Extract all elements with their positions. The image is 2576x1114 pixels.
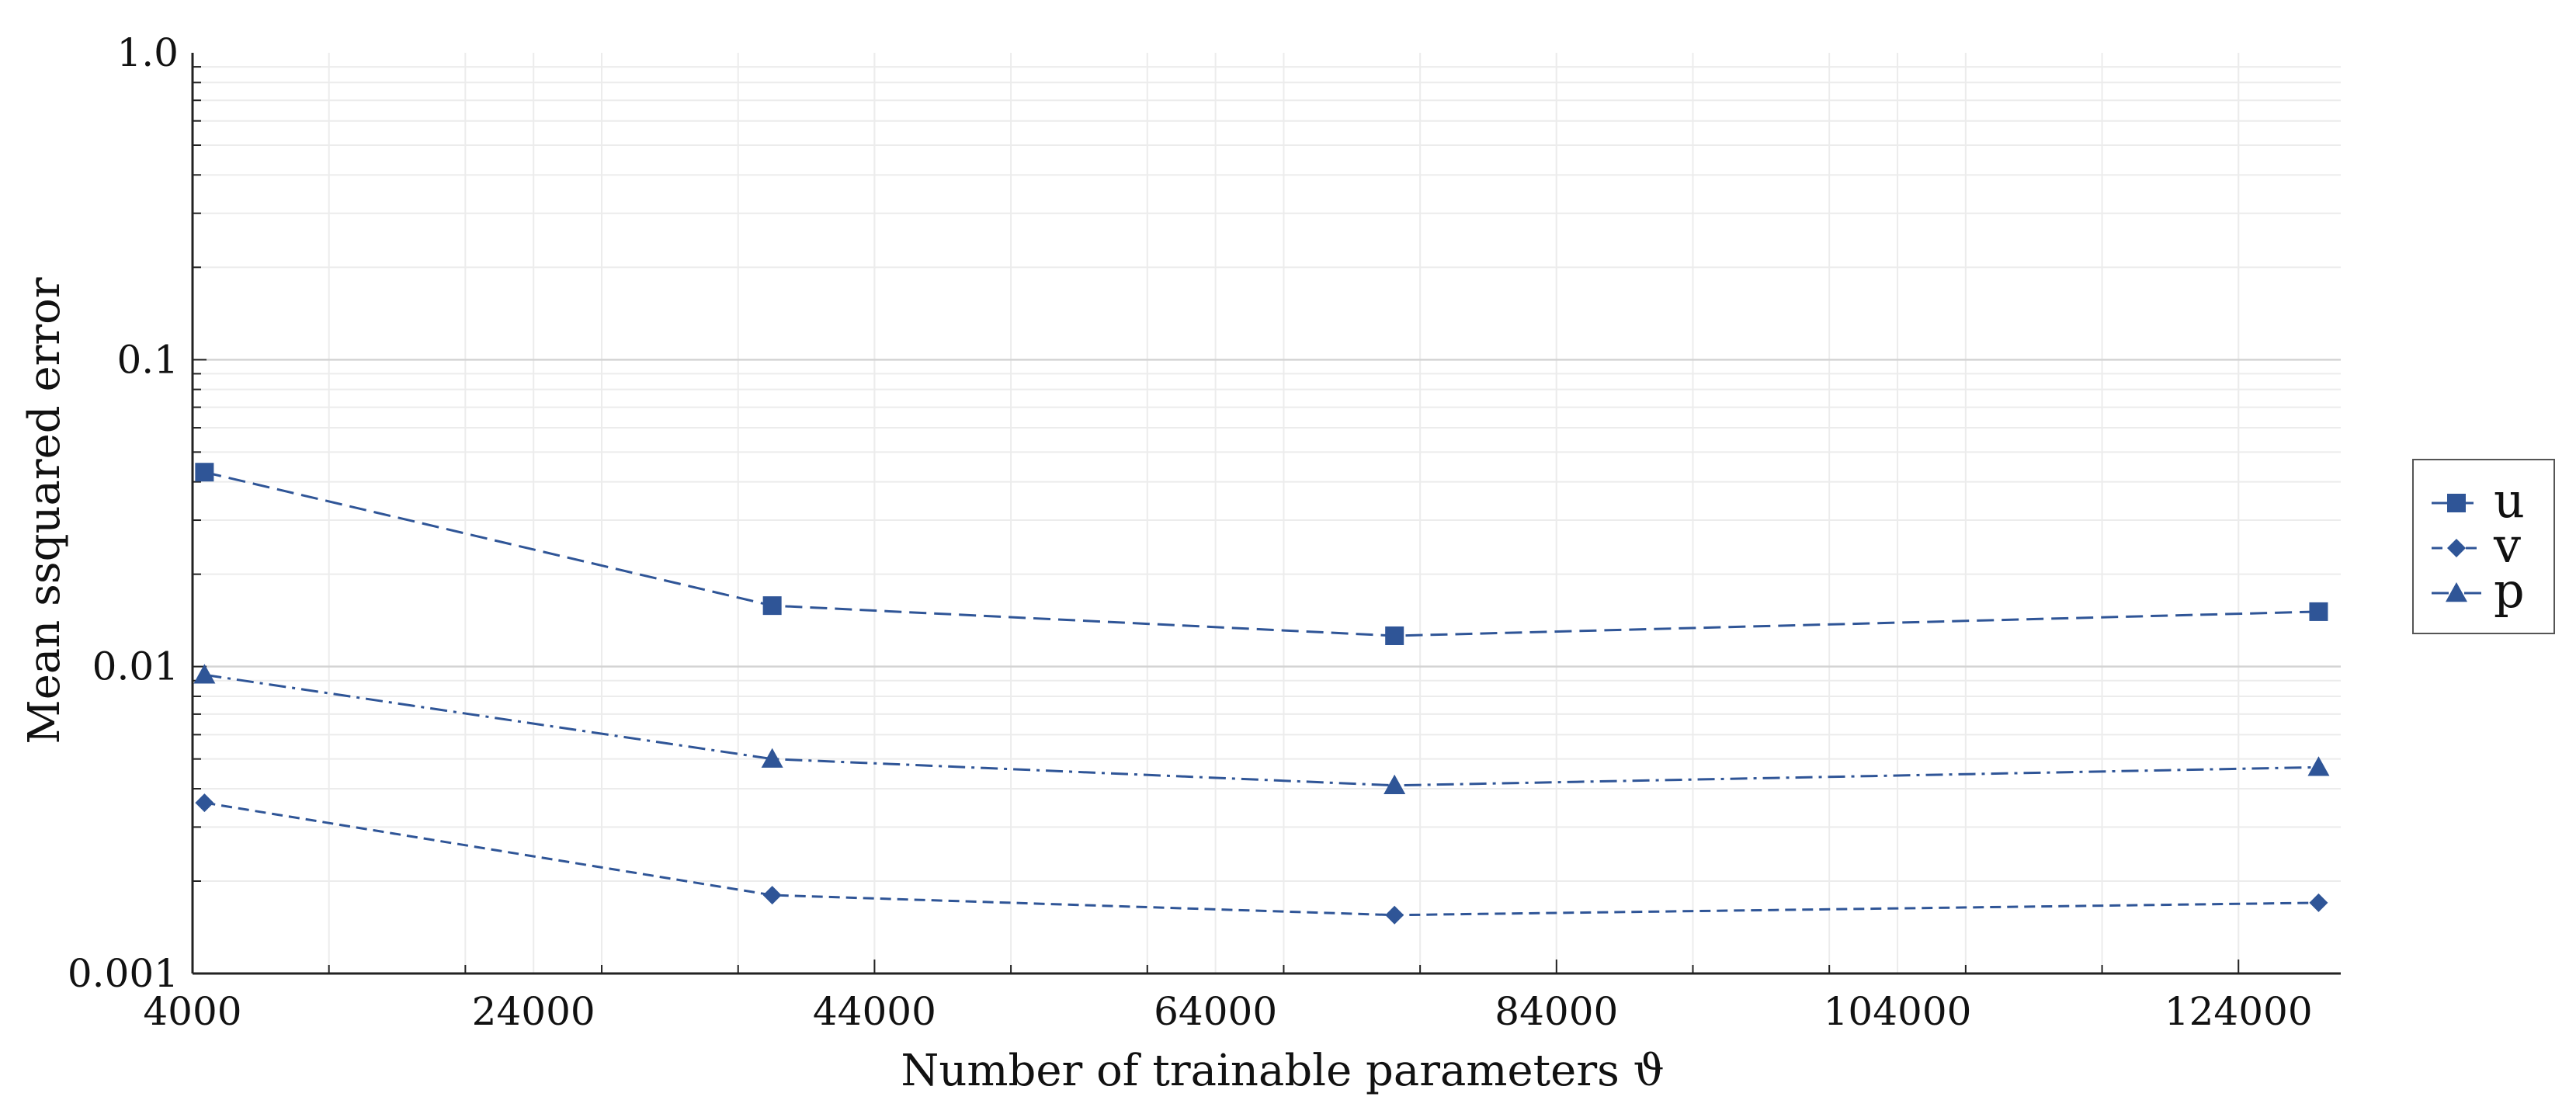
data-point-u: [762, 596, 782, 616]
y-tick-label: 1.0: [116, 30, 179, 75]
legend: uvp: [2412, 459, 2555, 634]
legend-entries: uvp: [2432, 472, 2525, 619]
axes: [191, 53, 2341, 975]
legend-item-v: v: [2432, 517, 2521, 574]
x-tick-label: 4000: [143, 989, 241, 1034]
legend-label-v: v: [2493, 517, 2521, 574]
x-tick-label: 24000: [472, 989, 595, 1034]
series-v: [195, 793, 2328, 925]
legend-label-p: p: [2494, 562, 2525, 619]
series-u: [195, 463, 2328, 645]
series-line-u: [204, 470, 2319, 637]
x-axis-label: Number of trainable parameters ϑ: [901, 1046, 1664, 1096]
data-point-p: [1383, 774, 1406, 794]
data-point-v: [2309, 893, 2328, 912]
y-axis-label: Mean ssquared error: [19, 277, 70, 744]
y-tick-label: 0.01: [92, 644, 179, 689]
legend-item-p: p: [2432, 562, 2525, 619]
legend-item-u: u: [2432, 472, 2525, 529]
series-line-p: [204, 673, 2319, 787]
tick-labels: 4000 24000 44000 64000 84000 104000 124000 0.00…: [68, 30, 2313, 1034]
data-point-p: [2307, 756, 2330, 776]
x-tick-label: 44000: [813, 989, 936, 1034]
data-point-p: [761, 748, 783, 768]
x-tick-label: 64000: [1154, 989, 1277, 1034]
series-p: [193, 664, 2330, 794]
legend-label-u: u: [2494, 472, 2525, 529]
x-tick-label: 104000: [1824, 989, 1972, 1034]
legend-marker-u: [2447, 494, 2466, 512]
legend-marker-v: [2447, 539, 2466, 557]
data-point-p: [193, 664, 216, 684]
data-point-v: [1385, 905, 1404, 925]
series-layer: [193, 463, 2330, 925]
data-point-u: [195, 463, 214, 482]
x-tick-label: 84000: [1495, 989, 1618, 1034]
grid: [192, 53, 2341, 975]
data-point-v: [195, 793, 214, 813]
y-tick-label: 0.001: [68, 951, 179, 996]
series-line-v: [204, 801, 2319, 917]
data-point-v: [762, 886, 782, 905]
x-tick-label: 124000: [2165, 989, 2313, 1034]
legend-marker-p: [2446, 582, 2467, 602]
data-point-u: [2309, 602, 2328, 621]
data-point-u: [1385, 626, 1404, 645]
y-tick-label: 0.1: [116, 337, 179, 382]
legend-box: [2412, 459, 2555, 634]
